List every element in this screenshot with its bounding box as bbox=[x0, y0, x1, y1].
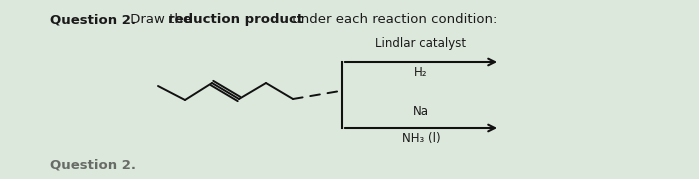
Text: Lindlar catalyst: Lindlar catalyst bbox=[375, 37, 466, 50]
Text: under each reaction condition:: under each reaction condition: bbox=[288, 13, 498, 26]
Text: H₂: H₂ bbox=[415, 66, 428, 79]
Text: Question 2.: Question 2. bbox=[50, 13, 136, 26]
Text: Question 2.: Question 2. bbox=[50, 158, 136, 171]
Text: NH₃ (l): NH₃ (l) bbox=[402, 132, 440, 145]
Text: Na: Na bbox=[413, 105, 429, 118]
Text: Draw the: Draw the bbox=[126, 13, 196, 26]
Text: reduction product: reduction product bbox=[168, 13, 303, 26]
